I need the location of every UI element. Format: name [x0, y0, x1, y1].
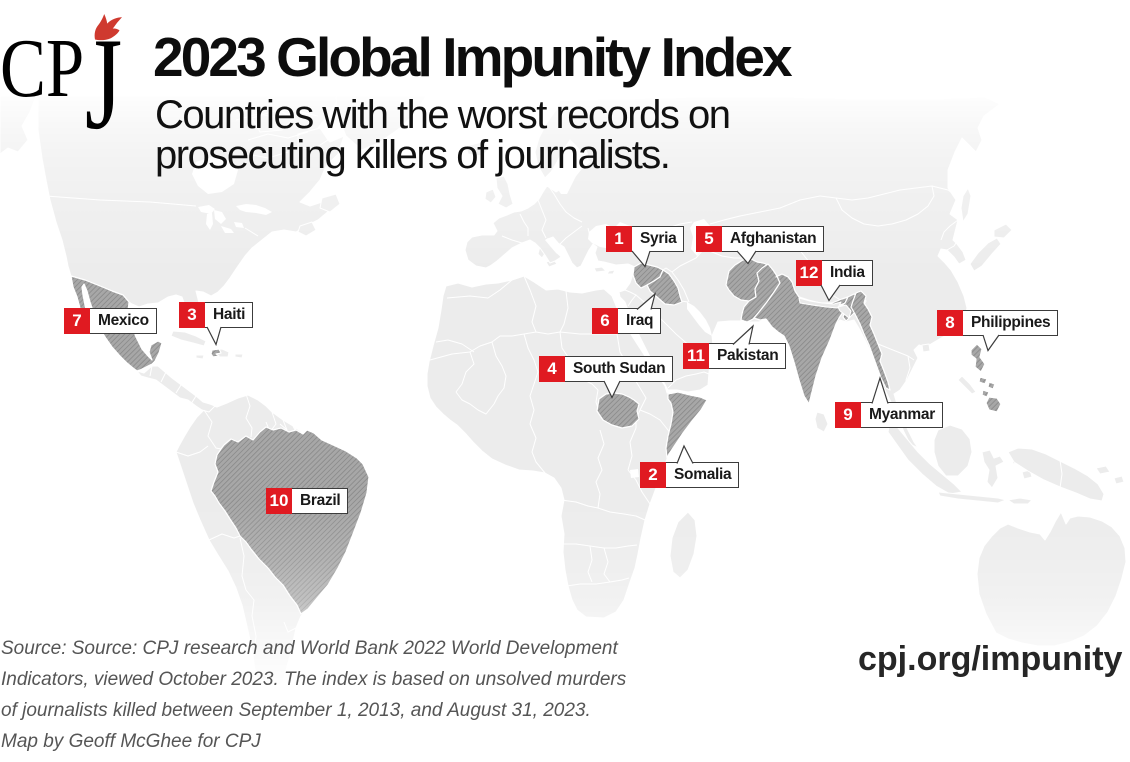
svg-text:CP: CP	[0, 22, 84, 115]
